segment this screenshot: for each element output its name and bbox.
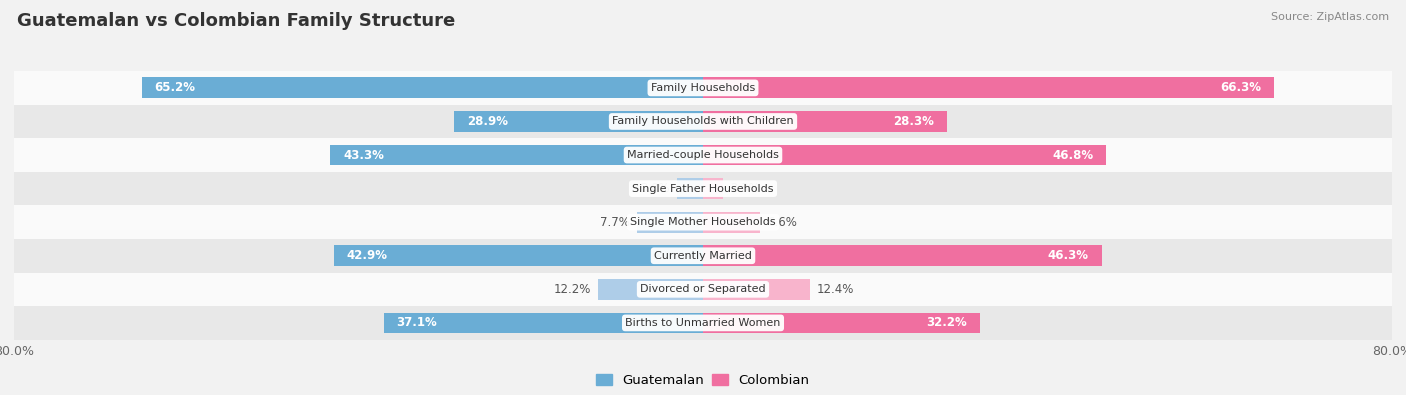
- Bar: [330, 145, 703, 166]
- Text: 3.0%: 3.0%: [641, 182, 671, 195]
- Text: Guatemalan vs Colombian Family Structure: Guatemalan vs Colombian Family Structure: [17, 12, 456, 30]
- Text: 28.3%: 28.3%: [893, 115, 934, 128]
- Text: 12.4%: 12.4%: [817, 283, 853, 296]
- Bar: [703, 178, 723, 199]
- Bar: [454, 111, 703, 132]
- Bar: [598, 279, 703, 300]
- Text: 65.2%: 65.2%: [155, 81, 195, 94]
- Text: 12.2%: 12.2%: [554, 283, 591, 296]
- Text: 28.9%: 28.9%: [467, 115, 508, 128]
- Text: 6.6%: 6.6%: [766, 216, 797, 229]
- Text: Single Mother Households: Single Mother Households: [630, 217, 776, 227]
- Text: Source: ZipAtlas.com: Source: ZipAtlas.com: [1271, 12, 1389, 22]
- Bar: [703, 212, 759, 233]
- Bar: [142, 77, 703, 98]
- Text: Family Households: Family Households: [651, 83, 755, 93]
- Text: 7.7%: 7.7%: [600, 216, 630, 229]
- Text: Divorced or Separated: Divorced or Separated: [640, 284, 766, 294]
- Bar: [14, 71, 1392, 105]
- Text: 66.3%: 66.3%: [1220, 81, 1261, 94]
- Text: Married-couple Households: Married-couple Households: [627, 150, 779, 160]
- Text: 46.8%: 46.8%: [1052, 149, 1092, 162]
- Bar: [14, 273, 1392, 306]
- Bar: [14, 306, 1392, 340]
- Bar: [703, 245, 1102, 266]
- Bar: [703, 111, 946, 132]
- Bar: [703, 312, 980, 333]
- Text: 43.3%: 43.3%: [343, 149, 384, 162]
- Bar: [703, 145, 1107, 166]
- Text: Births to Unmarried Women: Births to Unmarried Women: [626, 318, 780, 328]
- Text: Family Households with Children: Family Households with Children: [612, 117, 794, 126]
- Text: 46.3%: 46.3%: [1047, 249, 1088, 262]
- Legend: Guatemalan, Colombian: Guatemalan, Colombian: [591, 369, 815, 392]
- Bar: [14, 205, 1392, 239]
- Text: 42.9%: 42.9%: [346, 249, 388, 262]
- Text: Single Father Households: Single Father Households: [633, 184, 773, 194]
- Text: 32.2%: 32.2%: [927, 316, 967, 329]
- Text: 37.1%: 37.1%: [396, 316, 437, 329]
- Bar: [14, 105, 1392, 138]
- Bar: [384, 312, 703, 333]
- Bar: [14, 172, 1392, 205]
- Bar: [703, 77, 1274, 98]
- Bar: [14, 138, 1392, 172]
- Bar: [333, 245, 703, 266]
- Text: 2.3%: 2.3%: [730, 182, 759, 195]
- Bar: [637, 212, 703, 233]
- Bar: [703, 279, 810, 300]
- Bar: [678, 178, 703, 199]
- Text: Currently Married: Currently Married: [654, 251, 752, 261]
- Bar: [14, 239, 1392, 273]
